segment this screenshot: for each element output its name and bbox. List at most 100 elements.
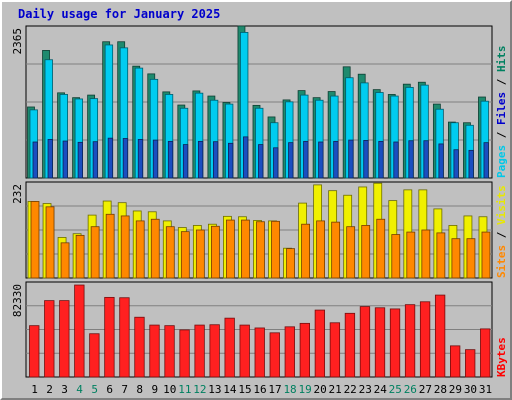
bar-files-day-22: [348, 139, 354, 179]
x-tick-label-day-29: 29: [449, 383, 462, 396]
x-tick-label-day-27: 27: [419, 383, 432, 396]
bar-sites-day-20: [316, 220, 326, 279]
legend-kbytes: KBytes: [495, 337, 508, 377]
bar-sites-day-12: [195, 229, 205, 279]
bar-kbytes-day-17: [269, 332, 280, 378]
legend-entry-pages-files-hits-0: Pages: [495, 145, 508, 178]
x-tick-label-day-13: 13: [208, 383, 221, 396]
x-tick-label-day-2: 2: [46, 383, 53, 396]
bar-files-day-15: [243, 136, 249, 179]
bar-sites-day-27: [421, 229, 431, 279]
bar-sites-day-1: [30, 201, 40, 279]
bar-sites-day-25: [391, 234, 401, 279]
bar-files-day-20: [318, 141, 324, 179]
bar-sites-day-28: [436, 232, 446, 279]
x-tick-label-day-10: 10: [163, 383, 176, 396]
legend-entry-sites-visits-1: /: [495, 225, 508, 245]
bar-sites-day-21: [331, 221, 341, 279]
bar-sites-day-23: [361, 225, 371, 279]
x-tick-label-day-14: 14: [223, 383, 237, 396]
bar-sites-day-29: [451, 238, 461, 279]
bar-kbytes-day-18: [284, 326, 295, 378]
legend-sites-visits: Sites / Visits: [495, 185, 508, 278]
legend-pages-files-hits: Pages / Files / Hits: [495, 46, 508, 179]
bar-sites-day-17: [271, 220, 280, 279]
bar-kbytes-day-13: [209, 324, 220, 378]
bar-sites-day-5: [90, 226, 100, 279]
bar-files-day-2: [47, 139, 53, 179]
bar-kbytes-day-2: [44, 300, 55, 378]
bar-files-day-7: [122, 138, 129, 179]
x-tick-label-day-19: 19: [298, 383, 311, 396]
bar-files-day-29: [453, 149, 459, 179]
bar-files-day-14: [228, 142, 234, 179]
bar-kbytes-day-20: [314, 309, 326, 378]
bar-kbytes-day-6: [104, 296, 115, 378]
bar-kbytes-day-31: [480, 328, 491, 378]
bar-kbytes-day-12: [194, 324, 205, 378]
x-tick-label-day-11: 11: [178, 383, 191, 396]
bar-sites-day-11: [180, 231, 190, 279]
bar-sites-day-9: [150, 218, 160, 279]
x-tick-label-day-20: 20: [314, 383, 327, 396]
bar-files-day-5: [92, 141, 99, 179]
bar-sites-day-16: [256, 221, 265, 279]
bar-files-day-17: [273, 147, 279, 179]
bar-kbytes-day-21: [329, 322, 341, 378]
bar-kbytes-day-14: [224, 317, 235, 378]
bar-sites-day-10: [165, 226, 175, 279]
bar-files-day-4: [77, 141, 83, 179]
x-tick-label-day-30: 30: [464, 383, 477, 396]
bar-kbytes-day-16: [254, 327, 265, 378]
bar-sites-day-24: [376, 218, 386, 279]
bar-kbytes-day-11: [179, 329, 190, 378]
x-tick-label-day-18: 18: [283, 383, 296, 396]
x-tick-label-day-1: 1: [31, 383, 38, 396]
bar-sites-day-7: [120, 215, 130, 279]
bar-sites-day-2: [45, 206, 55, 279]
bar-files-day-10: [167, 140, 174, 179]
x-tick-label-day-4: 4: [76, 383, 83, 396]
y-max-label-sites-visits: 232: [11, 184, 24, 204]
bar-kbytes-day-10: [164, 325, 175, 378]
legend-entry-kbytes-0: KBytes: [495, 337, 508, 377]
x-tick-label-day-22: 22: [344, 383, 357, 396]
legend-entry-pages-files-hits-4: Hits: [495, 46, 508, 73]
bar-kbytes-day-3: [59, 300, 70, 378]
x-tick-label-day-12: 12: [193, 383, 206, 396]
bar-kbytes-day-22: [344, 312, 356, 378]
x-tick-label-day-5: 5: [91, 383, 98, 396]
bar-sites-day-18: [286, 248, 295, 279]
x-tick-label-day-21: 21: [329, 383, 342, 396]
bar-files-day-6: [107, 137, 114, 179]
bar-files-day-27: [423, 140, 429, 179]
bar-kbytes-day-26: [404, 304, 416, 378]
bar-files-day-31: [483, 142, 489, 179]
bar-files-day-30: [468, 149, 474, 179]
bar-sites-day-3: [60, 242, 70, 279]
bar-kbytes-day-9: [149, 324, 160, 378]
bar-files-day-16: [258, 144, 264, 179]
bar-files-day-23: [363, 140, 369, 179]
bar-kbytes-day-19: [299, 322, 310, 378]
x-tick-label-day-24: 24: [374, 383, 388, 396]
bar-files-day-13: [212, 141, 219, 179]
bar-files-day-3: [62, 140, 68, 179]
bar-files-day-28: [438, 143, 444, 179]
legend-entry-pages-files-hits-1: /: [495, 125, 508, 145]
bar-sites-day-14: [226, 219, 235, 279]
bar-files-day-19: [303, 140, 309, 179]
x-tick-label-day-8: 8: [136, 383, 143, 396]
bar-kbytes-day-23: [359, 306, 371, 378]
bar-files-day-21: [333, 140, 339, 179]
bar-kbytes-day-29: [450, 345, 461, 378]
bar-kbytes-day-7: [119, 297, 130, 378]
x-tick-label-day-25: 25: [389, 383, 402, 396]
bar-files-day-12: [197, 140, 204, 179]
y-max-label-kbytes: 82330: [11, 284, 24, 317]
bar-sites-day-22: [346, 226, 356, 279]
bar-sites-day-30: [466, 238, 476, 279]
chart-title: Daily usage for January 2025: [18, 7, 221, 21]
bar-files-day-1: [32, 141, 38, 179]
